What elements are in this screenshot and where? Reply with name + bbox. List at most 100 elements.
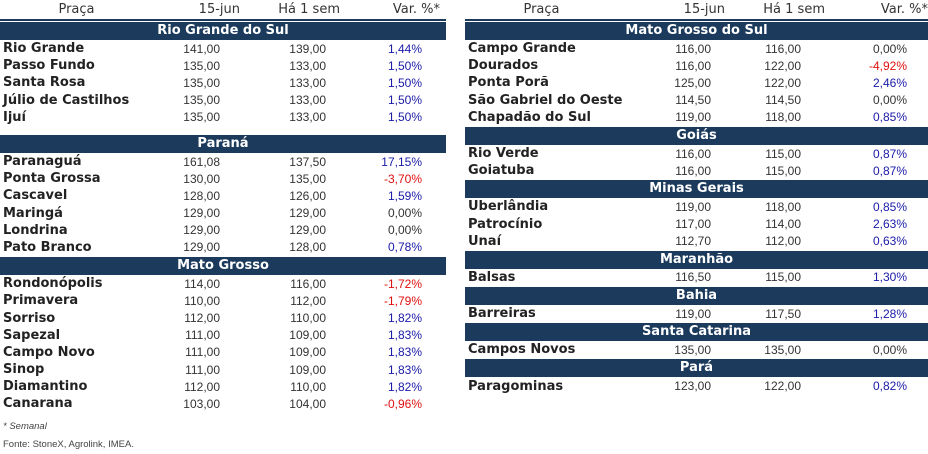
table-row: Maringá 129,00 129,00 0,00% [0,205,446,222]
place-name: Patrocínio [468,216,543,232]
price-variation: 0,85% [872,110,907,125]
table-row: Pato Branco 129,00 128,00 0,78% [0,239,446,256]
place-name: Campo Grande [468,41,576,57]
table-row: Sapezal 111,00 109,00 1,83% [0,327,446,344]
table-row: Ponta Porã 125,00 122,00 2,46% [465,74,928,91]
price-last-week: 116,00 [290,276,326,291]
table-row: Goiatuba 116,00 115,00 0,87% [465,162,928,179]
place-name: Canarana [3,396,73,412]
price-variation: 0,00% [872,41,907,56]
header-date: 15-jun [683,2,725,17]
region-header: Santa Catarina [465,323,928,342]
table-row: Rio Verde 116,00 115,00 0,87% [465,145,928,162]
price-variation: 1,50% [387,110,422,125]
price-variation: 2,46% [872,75,907,90]
price-last-week: 133,00 [289,75,326,90]
region-header: Mato Grosso [0,257,446,276]
price-current: 112,00 [184,379,220,394]
price-last-week: 122,00 [764,58,801,73]
price-variation: 0,85% [872,199,907,214]
price-current: 114,50 [675,93,711,108]
price-current: 116,00 [675,58,711,73]
table-row: Campo Grande 116,00 116,00 0,00% [465,40,928,57]
table-row: Canarana 103,00 104,00 -0,96% [0,395,446,412]
price-current: 135,00 [183,110,220,125]
place-name: Rio Verde [468,146,539,162]
source-note: Fonte: StoneX, Agrolink, IMEA. [3,439,134,450]
price-last-week: 122,00 [764,75,801,90]
table-row: Sorriso 112,00 110,00 1,82% [0,309,446,326]
table-row: Ponta Grossa 130,00 135,00 -3,70% [0,170,446,187]
price-current: 129,00 [183,223,220,238]
place-name: Pato Branco [3,239,92,255]
price-variation: -3,70% [383,171,422,186]
place-name: Dourados [468,58,539,74]
price-current: 119,00 [675,110,711,125]
price-last-week: 109,00 [289,362,326,377]
table-row: Sinop 111,00 109,00 1,83% [0,361,446,378]
region-header: Rio Grande do Sul [0,22,446,40]
price-last-week: 126,00 [289,188,326,203]
price-last-week: 115,00 [765,163,801,178]
price-variation: 1,44% [387,41,422,56]
place-name: Sorriso [3,310,56,326]
place-name: Paragominas [468,378,564,394]
region-header: Maranhão [465,250,928,269]
price-last-week: 133,00 [289,110,326,125]
price-last-week: 115,00 [765,270,801,285]
price-last-week: 118,00 [765,110,801,125]
header-var: Var. %* [392,2,440,17]
price-variation: 1,83% [387,345,422,360]
table-row: São Gabriel do Oeste 114,50 114,50 0,00% [465,92,928,109]
table-row: Paragominas 123,00 122,00 0,82% [465,377,928,394]
place-name: Sapezal [3,327,61,343]
table-row: Barreiras 119,00 117,50 1,28% [465,305,928,322]
price-current: 117,00 [675,217,711,232]
place-name: Sinop [3,362,45,378]
price-last-week: 110,00 [290,311,326,326]
price-variation: 17,15% [381,154,422,169]
place-name: Campos Novos [468,342,576,358]
place-name: Londrina [3,222,68,238]
price-variation: 1,50% [387,75,422,90]
price-current: 123,00 [674,379,711,394]
price-variation: 0,00% [872,342,907,357]
price-last-week: 139,00 [289,41,326,56]
price-last-week: 116,00 [765,41,801,56]
price-last-week: 117,50 [765,306,801,321]
place-name: Unaí [468,233,502,249]
place-name: Cascavel [3,188,68,204]
price-variation: 0,00% [872,93,907,108]
price-current: 135,00 [183,75,220,90]
price-last-week: 114,50 [765,93,801,108]
price-last-week: 110,00 [290,379,326,394]
price-variation: 1,30% [872,270,907,285]
table-row: Londrina 129,00 129,00 0,00% [0,222,446,239]
price-current: 111,00 [185,328,220,343]
table-row: Cascavel 128,00 126,00 1,59% [0,187,446,204]
price-variation: 0,78% [387,240,422,255]
region-header: Minas Gerais [465,180,928,199]
place-name: Chapadão do Sul [468,109,592,125]
price-variation: 0,82% [872,379,907,394]
table-row: Passo Fundo 135,00 133,00 1,50% [0,57,446,74]
place-name: São Gabriel do Oeste [468,92,623,108]
price-current: 112,70 [675,234,711,249]
table-row: Santa Rosa 135,00 133,00 1,50% [0,74,446,91]
price-variation: 2,63% [872,217,907,232]
table-row: Rondonópolis 114,00 116,00 -1,72% [0,275,446,292]
price-current: 116,00 [675,41,711,56]
table-row: Campo Novo 111,00 109,00 1,83% [0,344,446,361]
left-table-header: Praça 15-jun Há 1 sem Var. %* [0,0,446,21]
price-last-week: 112,00 [765,234,801,249]
price-variation: -1,79% [383,293,422,308]
price-current: 141,00 [183,41,220,56]
price-variation: 0,00% [387,223,422,238]
price-current: 116,00 [675,146,711,161]
table-row: Campos Novos 135,00 135,00 0,00% [465,341,928,358]
price-variation: 1,83% [387,328,422,343]
place-name: Barreiras [468,306,536,322]
price-variation: -0,96% [383,396,422,411]
place-name: Uberlândia [468,199,549,215]
place-name: Maringá [3,205,63,221]
